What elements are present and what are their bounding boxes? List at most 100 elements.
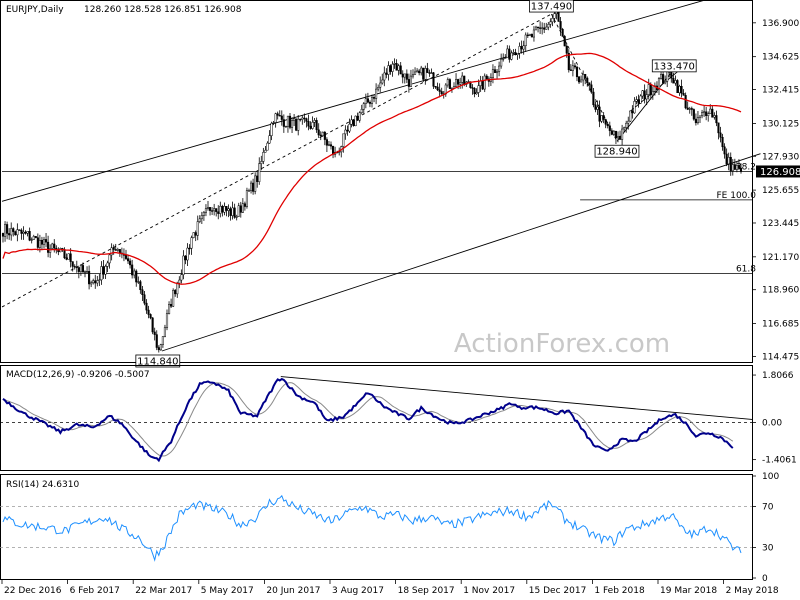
candle-body — [500, 58, 503, 67]
price-y-tick-label: 121.170 — [762, 253, 799, 263]
candle-body — [268, 135, 271, 144]
candle-body — [24, 231, 27, 234]
candle-body — [319, 134, 322, 137]
candle-body — [305, 118, 308, 122]
candle-body — [610, 130, 613, 135]
candle-body — [358, 112, 361, 121]
candle-body — [657, 78, 661, 90]
candle-body — [137, 281, 140, 283]
candle-body — [502, 58, 505, 60]
candle-body — [155, 334, 158, 348]
candle-body — [461, 75, 464, 83]
candle-body — [114, 249, 117, 251]
candle-body — [713, 115, 716, 118]
candle-body — [229, 208, 232, 216]
candle-body — [221, 205, 224, 213]
price-annotation-label: 133.470 — [654, 61, 695, 72]
candle-body — [696, 117, 700, 124]
candle-body — [112, 247, 115, 250]
price-y-tick-label: 127.930 — [762, 152, 799, 162]
candle-body — [506, 48, 509, 58]
rsi-y-tick-label: 0 — [762, 574, 768, 584]
x-axis: 22 Dec 2016 6 Feb 2017 22 Mar 2017 5 May 20… — [1, 580, 779, 596]
candle-body — [520, 46, 523, 50]
candle-body — [276, 113, 279, 116]
candle-body — [65, 257, 68, 260]
price-annotation-box — [594, 144, 640, 158]
candle-body — [235, 216, 238, 218]
candle-body — [547, 24, 550, 28]
candle-body — [545, 26, 548, 30]
candle-body — [141, 289, 144, 295]
candle-body — [96, 280, 99, 284]
candle-body — [32, 236, 35, 240]
candle-body — [578, 76, 581, 83]
candle-body — [643, 90, 646, 100]
price-y-tick-label: 123.445 — [762, 219, 799, 229]
candle-body — [637, 99, 640, 104]
candle-body — [176, 282, 179, 295]
candle-body — [188, 247, 191, 250]
candle-body — [590, 84, 593, 93]
candle-body — [592, 91, 595, 106]
candle-body — [262, 152, 265, 162]
candle-body — [426, 68, 429, 73]
candle-body — [163, 327, 166, 337]
candle-body — [71, 261, 74, 267]
candle-body — [256, 175, 259, 182]
candle-body — [282, 119, 285, 127]
candle-body — [28, 231, 31, 241]
price-y-tick-label: 130.125 — [762, 120, 799, 130]
candle-body — [147, 309, 150, 315]
candle-body — [258, 163, 261, 182]
candle-body — [541, 27, 544, 29]
candle-body — [735, 165, 738, 170]
candle-body — [209, 207, 212, 211]
candle-body — [67, 253, 70, 260]
candle-body — [627, 120, 630, 124]
candle-body — [90, 282, 93, 285]
candle-body — [311, 122, 314, 129]
candle-body — [301, 117, 304, 120]
candle-body — [108, 254, 111, 264]
candle-body — [711, 108, 714, 118]
candle-body — [731, 164, 734, 172]
price-annotation-label: 137.490 — [531, 2, 572, 13]
candle-body — [284, 125, 287, 128]
candle-body — [178, 279, 181, 284]
candle-body — [40, 239, 44, 245]
candle-body — [455, 79, 458, 87]
candle-body — [575, 66, 579, 78]
candle-body — [153, 331, 156, 335]
candle-body — [723, 146, 726, 155]
candle-body — [42, 239, 46, 245]
candle-body — [79, 265, 82, 272]
candle-body — [614, 130, 618, 139]
candle-body — [6, 224, 9, 234]
macd-y-tick-label: -1.4061 — [762, 456, 797, 466]
candle-body — [588, 82, 591, 86]
candle-body — [717, 122, 720, 134]
candle-body — [8, 233, 11, 236]
candle-body — [291, 120, 294, 128]
candle-body — [625, 122, 628, 128]
candle-body — [633, 101, 636, 114]
candle-body — [116, 249, 119, 251]
candle-body — [4, 224, 7, 237]
candle-body — [270, 123, 273, 136]
price-annotation-label: 128.940 — [596, 147, 637, 158]
candle-body — [366, 98, 369, 103]
candle-body — [600, 115, 603, 122]
price-annotation-box — [651, 59, 697, 73]
candle-body — [280, 115, 283, 120]
watermark: ActionForex.com — [454, 329, 670, 359]
trendline — [1, 0, 707, 202]
candle-body — [428, 72, 431, 74]
candle-body — [124, 255, 128, 259]
price-y-tick-label: 116.685 — [762, 320, 799, 330]
candle-body — [18, 229, 21, 231]
candle-body — [582, 73, 585, 81]
candle-body — [356, 115, 359, 121]
candle-body — [526, 34, 529, 37]
candle-body — [250, 182, 253, 191]
